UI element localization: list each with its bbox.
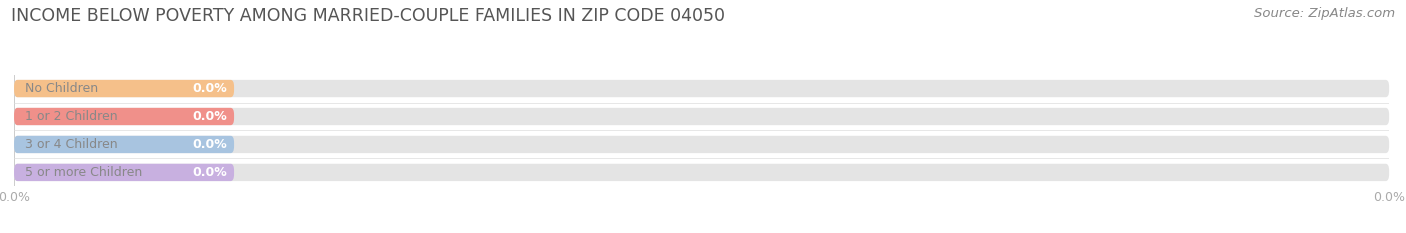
Text: 0.0%: 0.0%	[193, 166, 228, 179]
Text: No Children: No Children	[25, 82, 98, 95]
FancyBboxPatch shape	[14, 136, 233, 153]
Text: Source: ZipAtlas.com: Source: ZipAtlas.com	[1254, 7, 1395, 20]
FancyBboxPatch shape	[14, 108, 233, 125]
FancyBboxPatch shape	[14, 80, 1389, 97]
FancyBboxPatch shape	[14, 136, 1389, 153]
Text: 0.0%: 0.0%	[193, 110, 228, 123]
Text: 0.0%: 0.0%	[193, 138, 228, 151]
Text: 1 or 2 Children: 1 or 2 Children	[25, 110, 118, 123]
Text: INCOME BELOW POVERTY AMONG MARRIED-COUPLE FAMILIES IN ZIP CODE 04050: INCOME BELOW POVERTY AMONG MARRIED-COUPL…	[11, 7, 725, 25]
FancyBboxPatch shape	[14, 80, 233, 97]
Text: 3 or 4 Children: 3 or 4 Children	[25, 138, 118, 151]
Text: 5 or more Children: 5 or more Children	[25, 166, 142, 179]
FancyBboxPatch shape	[14, 164, 1389, 181]
FancyBboxPatch shape	[14, 108, 1389, 125]
FancyBboxPatch shape	[14, 164, 233, 181]
Text: 0.0%: 0.0%	[193, 82, 228, 95]
